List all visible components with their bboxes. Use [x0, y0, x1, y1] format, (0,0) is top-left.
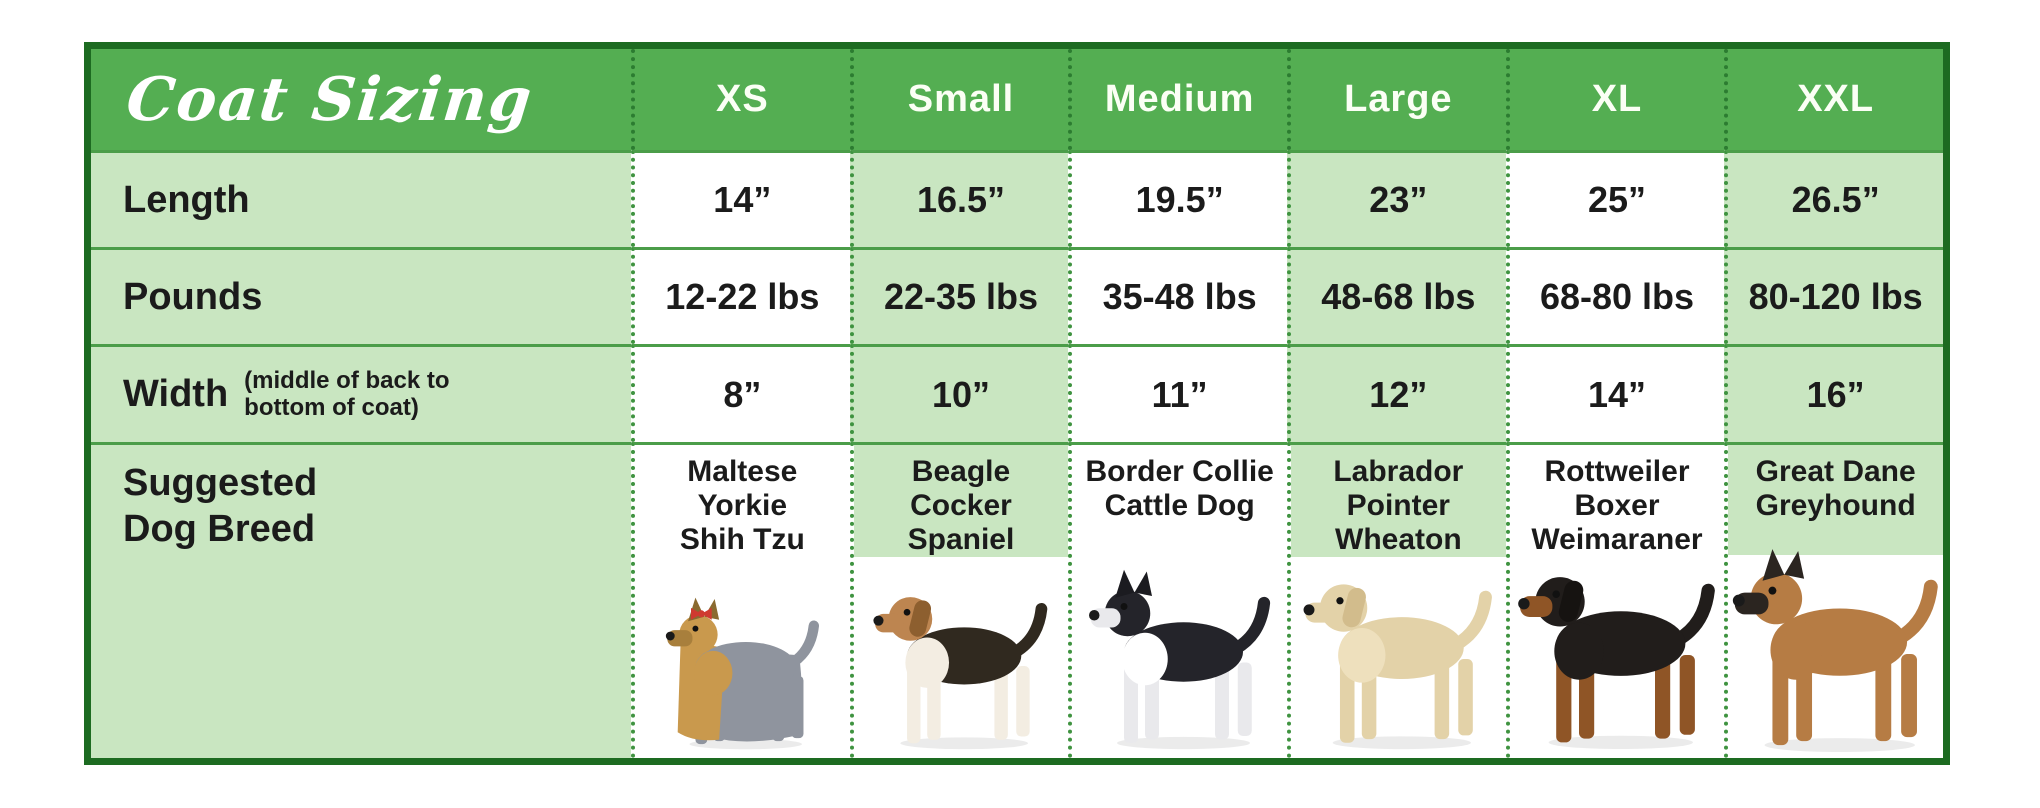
col-header-xs: XS: [631, 49, 850, 150]
breed-names-large: Labrador Pointer Wheaton: [1291, 445, 1506, 557]
pounds-value-xl: 68-80 lbs: [1505, 247, 1725, 344]
pounds-label: Pounds: [123, 275, 263, 318]
breed-cell-small: Beagle Cocker Spaniel: [849, 442, 1069, 758]
breed-names-xl: Rottweiler Boxer Weimaraner: [1510, 445, 1725, 557]
pounds-value-large: 48-68 lbs: [1287, 247, 1506, 344]
table-title: Coat Sizing: [123, 64, 537, 135]
dog-photo-great-dane: [1728, 549, 1943, 758]
pounds-value-small: 22-35 lbs: [849, 247, 1069, 344]
dog-photo-border-collie: [1072, 555, 1287, 758]
length-value: 16.5”: [916, 179, 1006, 220]
dog-photo-labrador: [1291, 557, 1506, 758]
col-header-small-label: Small: [907, 78, 1015, 120]
breed-name: Beagle: [911, 455, 1011, 488]
width-label-note: (middle of back to bottom of coat): [244, 366, 450, 421]
pounds-value: 22-35 lbs: [883, 276, 1039, 317]
width-value: 10”: [931, 373, 991, 415]
breed-cell-medium: Border Collie Cattle Dog: [1068, 442, 1287, 758]
col-header-large-label: Large: [1344, 78, 1453, 120]
col-header-large: Large: [1287, 49, 1506, 150]
length-value-xl: 25”: [1505, 150, 1725, 247]
breed-name: Cattle Dog: [1104, 488, 1255, 522]
col-header-medium: Medium: [1068, 49, 1287, 150]
width-value: 14”: [1587, 373, 1647, 415]
width-label: Width: [123, 373, 229, 415]
pounds-value-xs: 12-22 lbs: [631, 247, 850, 344]
col-header-xl: XL: [1505, 49, 1725, 150]
breed-cell-xl: Rottweiler Boxer Weimaraner: [1505, 442, 1725, 758]
pounds-value-medium: 35-48 lbs: [1068, 247, 1287, 344]
width-value-medium: 11”: [1068, 344, 1287, 442]
length-value-small: 16.5”: [849, 150, 1069, 247]
row-label-pounds: Pounds: [91, 247, 631, 344]
pounds-value: 35-48 lbs: [1102, 276, 1257, 317]
breed-name: Labrador: [1333, 455, 1464, 488]
col-header-xxl-label: XXL: [1797, 78, 1875, 120]
pounds-value: 68-80 lbs: [1539, 276, 1695, 317]
width-value-xxl: 16”: [1724, 344, 1943, 442]
breed-names-small: Beagle Cocker Spaniel: [853, 445, 1069, 557]
length-value: 26.5”: [1791, 179, 1880, 220]
length-value-large: 23”: [1287, 150, 1506, 247]
length-label: Length: [123, 178, 250, 221]
width-value-large: 12”: [1287, 344, 1506, 442]
breed-names-xxl: Great Dane Greyhound: [1728, 445, 1943, 555]
dog-photo-rottweiler: [1510, 557, 1725, 758]
length-value: 25”: [1587, 179, 1647, 220]
width-value-small: 10”: [849, 344, 1069, 442]
width-value: 12”: [1369, 373, 1428, 415]
breed-name: Border Collie: [1085, 455, 1274, 488]
breed-name: Rottweiler: [1544, 455, 1690, 488]
pounds-value: 48-68 lbs: [1321, 276, 1476, 317]
col-header-small: Small: [849, 49, 1069, 150]
row-label-length: Length: [91, 150, 631, 247]
table-header-title-cell: Coat Sizing: [91, 49, 631, 150]
breed-name: Pointer: [1346, 488, 1450, 522]
breed-name: Greyhound: [1755, 488, 1916, 522]
length-value-xs: 14”: [631, 150, 850, 247]
row-label-width: Width (middle of back to bottom of coat): [91, 344, 631, 442]
width-value: 8”: [723, 373, 762, 415]
pounds-value-xxl: 80-120 lbs: [1724, 247, 1943, 344]
width-value-xs: 8”: [631, 344, 850, 442]
width-value: 11”: [1151, 373, 1208, 415]
length-value: 23”: [1369, 179, 1428, 220]
breed-names-xs: Maltese Yorkie Shih Tzu: [635, 445, 850, 557]
breed-name: Yorkie: [697, 488, 788, 522]
row-label-suggested-dog-breed: Suggested Dog Breed: [91, 442, 631, 758]
dog-photo-beagle: [854, 557, 1069, 758]
length-value: 14”: [713, 179, 772, 220]
breed-name: Shih Tzu: [679, 522, 805, 556]
width-value: 16”: [1806, 373, 1865, 415]
breed-name: Great Dane: [1755, 455, 1916, 488]
pounds-value: 12-22 lbs: [665, 276, 820, 317]
breed-names-medium: Border Collie Cattle Dog: [1072, 445, 1287, 555]
breed-name: Weimaraner: [1531, 522, 1703, 556]
length-value-xxl: 26.5”: [1724, 150, 1943, 247]
breed-cell-large: Labrador Pointer Wheaton: [1287, 442, 1506, 758]
pounds-value: 80-120 lbs: [1748, 276, 1923, 317]
breed-name: Maltese: [687, 455, 798, 488]
breed-name: Boxer: [1574, 488, 1660, 522]
coat-sizing-table: Coat Sizing XS Small Medium Large XL XXL…: [84, 42, 1950, 765]
col-header-xs-label: XS: [715, 78, 769, 120]
breed-name: Wheaton: [1335, 522, 1462, 556]
col-header-medium-label: Medium: [1104, 78, 1255, 120]
breed-cell-xxl: Great Dane Greyhound: [1724, 442, 1943, 758]
suggested-dog-breed-label: Suggested Dog Breed: [123, 462, 318, 550]
length-value: 19.5”: [1135, 179, 1224, 220]
width-value-xl: 14”: [1505, 344, 1725, 442]
col-header-xxl: XXL: [1724, 49, 1943, 150]
breed-cell-xs: Maltese Yorkie Shih Tzu: [631, 442, 850, 758]
col-header-xl-label: XL: [1591, 78, 1643, 120]
breed-name: Cocker Spaniel: [907, 488, 1015, 556]
dog-photo-yorkshire-terrier: [635, 557, 850, 758]
length-value-medium: 19.5”: [1068, 150, 1287, 247]
